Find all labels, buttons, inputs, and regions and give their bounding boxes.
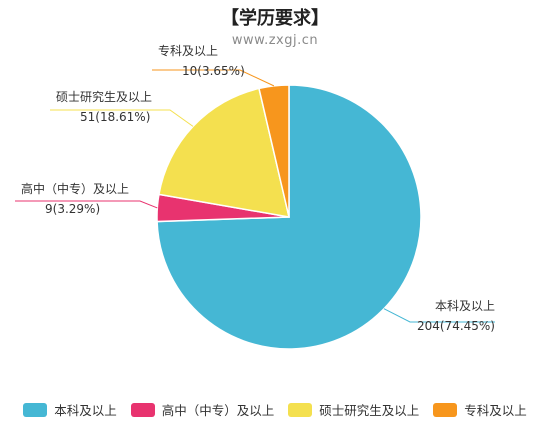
slice-label-name: 硕士研究生及以上: [56, 89, 152, 104]
legend-swatch: [433, 402, 458, 417]
slice-label-value: 9(3.29%): [45, 202, 100, 216]
legend-item[interactable]: 专科及以上: [433, 400, 527, 419]
legend-item[interactable]: 本科及以上: [23, 400, 117, 419]
leader-line: [152, 69, 275, 87]
legend-swatch: [288, 402, 313, 417]
slice-label-value: 204(74.45%): [417, 319, 495, 333]
legend-swatch: [23, 402, 48, 417]
chart-title: 【学历要求】: [221, 8, 329, 29]
slice-label-name: 高中（中专）及以上: [21, 181, 129, 196]
legend: 本科及以上 高中（中专）及以上 硕士研究生及以上 专科及以上: [0, 400, 550, 419]
legend-swatch: [130, 402, 155, 417]
legend-label: 高中（中专）及以上: [161, 403, 275, 418]
legend-label: 专科及以上: [464, 403, 527, 418]
slice-label-value: 10(3.65%): [182, 64, 245, 78]
slice-label-name: 专科及以上: [158, 43, 218, 58]
slice-label-value: 51(18.61%): [80, 110, 150, 124]
slice-label-name: 本科及以上: [435, 299, 495, 313]
legend-label: 硕士研究生及以上: [319, 403, 420, 418]
leader-line: [50, 109, 194, 127]
leader-line: [15, 200, 158, 209]
legend-item[interactable]: 高中（中专）及以上: [130, 400, 275, 419]
chart-subtitle: www.zxgj.cn: [231, 33, 319, 48]
legend-label: 本科及以上: [54, 403, 117, 418]
legend-item[interactable]: 硕士研究生及以上: [288, 400, 419, 419]
pie-slice: [158, 87, 290, 218]
leader-line: [383, 308, 495, 323]
